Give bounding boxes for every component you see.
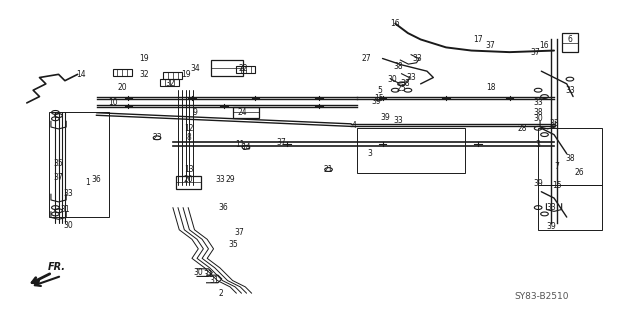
Text: 37: 37 <box>530 48 540 57</box>
Bar <box>237 66 255 73</box>
Bar <box>211 60 243 76</box>
Text: 14: 14 <box>76 70 85 79</box>
Text: 33: 33 <box>549 119 559 128</box>
Text: 39: 39 <box>371 97 381 106</box>
Text: 8: 8 <box>186 133 191 142</box>
Text: 31: 31 <box>203 270 212 279</box>
Text: 24: 24 <box>238 108 248 117</box>
Bar <box>160 79 179 86</box>
Text: 19: 19 <box>140 54 149 63</box>
Text: 39: 39 <box>546 222 556 231</box>
Text: 39: 39 <box>381 113 390 122</box>
Text: 36: 36 <box>92 174 101 184</box>
Text: 33: 33 <box>533 99 543 108</box>
Text: 37: 37 <box>276 138 286 147</box>
Bar <box>163 72 182 79</box>
Bar <box>49 112 109 217</box>
Text: 3: 3 <box>367 149 372 158</box>
Text: 3: 3 <box>536 140 540 148</box>
Text: 33: 33 <box>406 73 416 82</box>
Bar <box>234 107 258 118</box>
Text: 23: 23 <box>152 133 162 142</box>
Text: 2: 2 <box>218 289 223 298</box>
Text: 33: 33 <box>394 116 403 125</box>
Text: 21: 21 <box>323 165 333 174</box>
Text: 27: 27 <box>362 54 371 63</box>
Text: 12: 12 <box>184 124 193 133</box>
Bar <box>176 176 202 188</box>
Bar <box>112 69 131 76</box>
Text: 6: 6 <box>567 35 572 44</box>
Text: 11: 11 <box>235 140 244 148</box>
Text: 13: 13 <box>184 165 193 174</box>
Text: 17: 17 <box>473 35 482 44</box>
Text: 33: 33 <box>565 86 575 95</box>
Text: 15: 15 <box>553 181 562 190</box>
Text: 19: 19 <box>181 70 190 79</box>
Text: 37: 37 <box>486 41 495 50</box>
Text: 36: 36 <box>219 203 228 212</box>
Text: 7: 7 <box>555 162 560 171</box>
Text: 30: 30 <box>387 75 397 84</box>
Text: 30: 30 <box>63 220 73 229</box>
Text: 37: 37 <box>54 173 63 182</box>
Text: 16: 16 <box>540 41 549 50</box>
Text: 25: 25 <box>397 84 406 93</box>
Text: 15: 15 <box>375 94 384 103</box>
Text: 31: 31 <box>60 205 70 214</box>
Text: 38: 38 <box>400 79 410 88</box>
Text: 33: 33 <box>63 189 73 198</box>
Text: 38: 38 <box>394 62 403 71</box>
Bar <box>538 185 602 230</box>
Text: 30: 30 <box>533 114 543 123</box>
Text: 1: 1 <box>85 178 89 187</box>
Text: 38: 38 <box>565 154 575 163</box>
Text: 39: 39 <box>533 179 543 188</box>
Text: 20: 20 <box>184 174 193 184</box>
Text: 31: 31 <box>209 276 219 285</box>
Text: 14: 14 <box>241 143 251 152</box>
Text: 35: 35 <box>228 240 238 249</box>
Bar <box>538 128 602 185</box>
Text: 32: 32 <box>140 70 149 79</box>
Text: 34: 34 <box>190 63 200 73</box>
Text: 29: 29 <box>225 174 235 184</box>
Text: FR.: FR. <box>48 262 66 272</box>
Text: 26: 26 <box>575 168 584 177</box>
Text: 35: 35 <box>54 159 63 168</box>
Text: 38: 38 <box>533 108 543 117</box>
Text: 30: 30 <box>193 268 203 277</box>
Text: 18: 18 <box>486 83 495 92</box>
Text: 22: 22 <box>238 63 248 73</box>
Text: 32: 32 <box>165 79 175 88</box>
Text: 33: 33 <box>413 54 422 63</box>
Text: 9: 9 <box>193 108 198 117</box>
Text: 4: 4 <box>352 121 357 130</box>
Bar <box>357 128 465 173</box>
Text: 10: 10 <box>108 99 117 108</box>
Text: 20: 20 <box>117 83 127 92</box>
Text: 33: 33 <box>546 203 556 212</box>
Text: 5: 5 <box>377 86 382 95</box>
Text: SY83-B2510: SY83-B2510 <box>514 292 568 301</box>
Text: 37: 37 <box>235 228 244 237</box>
Text: 16: 16 <box>390 19 400 28</box>
Text: 33: 33 <box>216 174 225 184</box>
Bar <box>562 33 578 52</box>
Text: 28: 28 <box>517 124 527 133</box>
